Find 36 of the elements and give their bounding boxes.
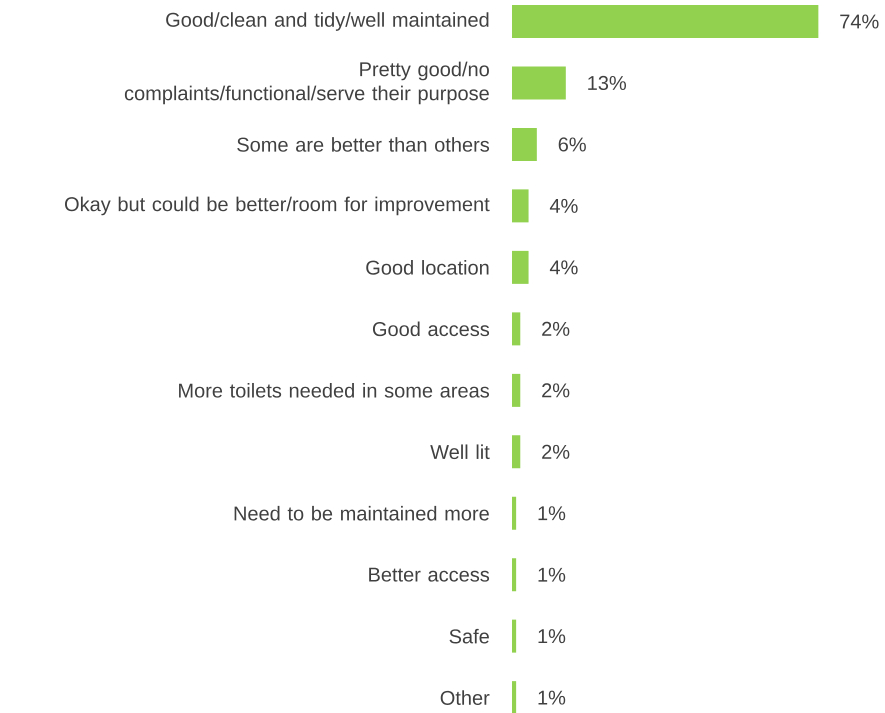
bar — [512, 128, 537, 161]
y-tick-label: Safe — [450, 628, 489, 644]
data-label: 1% — [538, 690, 566, 705]
bar — [512, 66, 566, 100]
bar — [512, 558, 516, 592]
y-tick-label: Good access — [372, 322, 490, 336]
bar — [512, 374, 520, 407]
y-tick-label: Good location — [366, 260, 488, 275]
y-tick-label: Better access — [369, 568, 490, 582]
data-label: 1% — [538, 506, 566, 520]
bar — [512, 435, 520, 468]
y-tick-label: Some are better than others — [237, 137, 490, 152]
y-tick-label: Other — [440, 690, 490, 705]
bar — [512, 620, 516, 653]
data-label: 4% — [550, 198, 578, 213]
data-label: 13% — [588, 76, 626, 90]
y-tick-label: Pretty good/no complaints/functional/serve their purpose — [124, 62, 489, 104]
y-tick-label: Need to be maintained more — [234, 506, 489, 521]
data-label: 2% — [542, 383, 570, 398]
bar — [512, 5, 818, 38]
bar — [512, 496, 516, 530]
bar — [512, 189, 529, 222]
data-label: 1% — [538, 568, 566, 582]
bar — [512, 312, 520, 346]
data-label: 6% — [558, 137, 586, 152]
data-label: 74% — [840, 14, 879, 29]
data-label: 1% — [538, 629, 566, 644]
data-label: 2% — [542, 322, 570, 336]
data-label: 2% — [542, 444, 570, 459]
y-tick-label: Well lit — [430, 444, 490, 460]
y-tick-label: Okay but could be better/room for improvement — [65, 196, 490, 216]
data-label: 4% — [550, 260, 578, 274]
y-tick-label: More toilets needed in some areas — [179, 382, 490, 398]
bar — [512, 250, 529, 284]
bar — [512, 681, 516, 713]
y-tick-label: Good/clean and tidy/well maintained — [166, 12, 488, 31]
